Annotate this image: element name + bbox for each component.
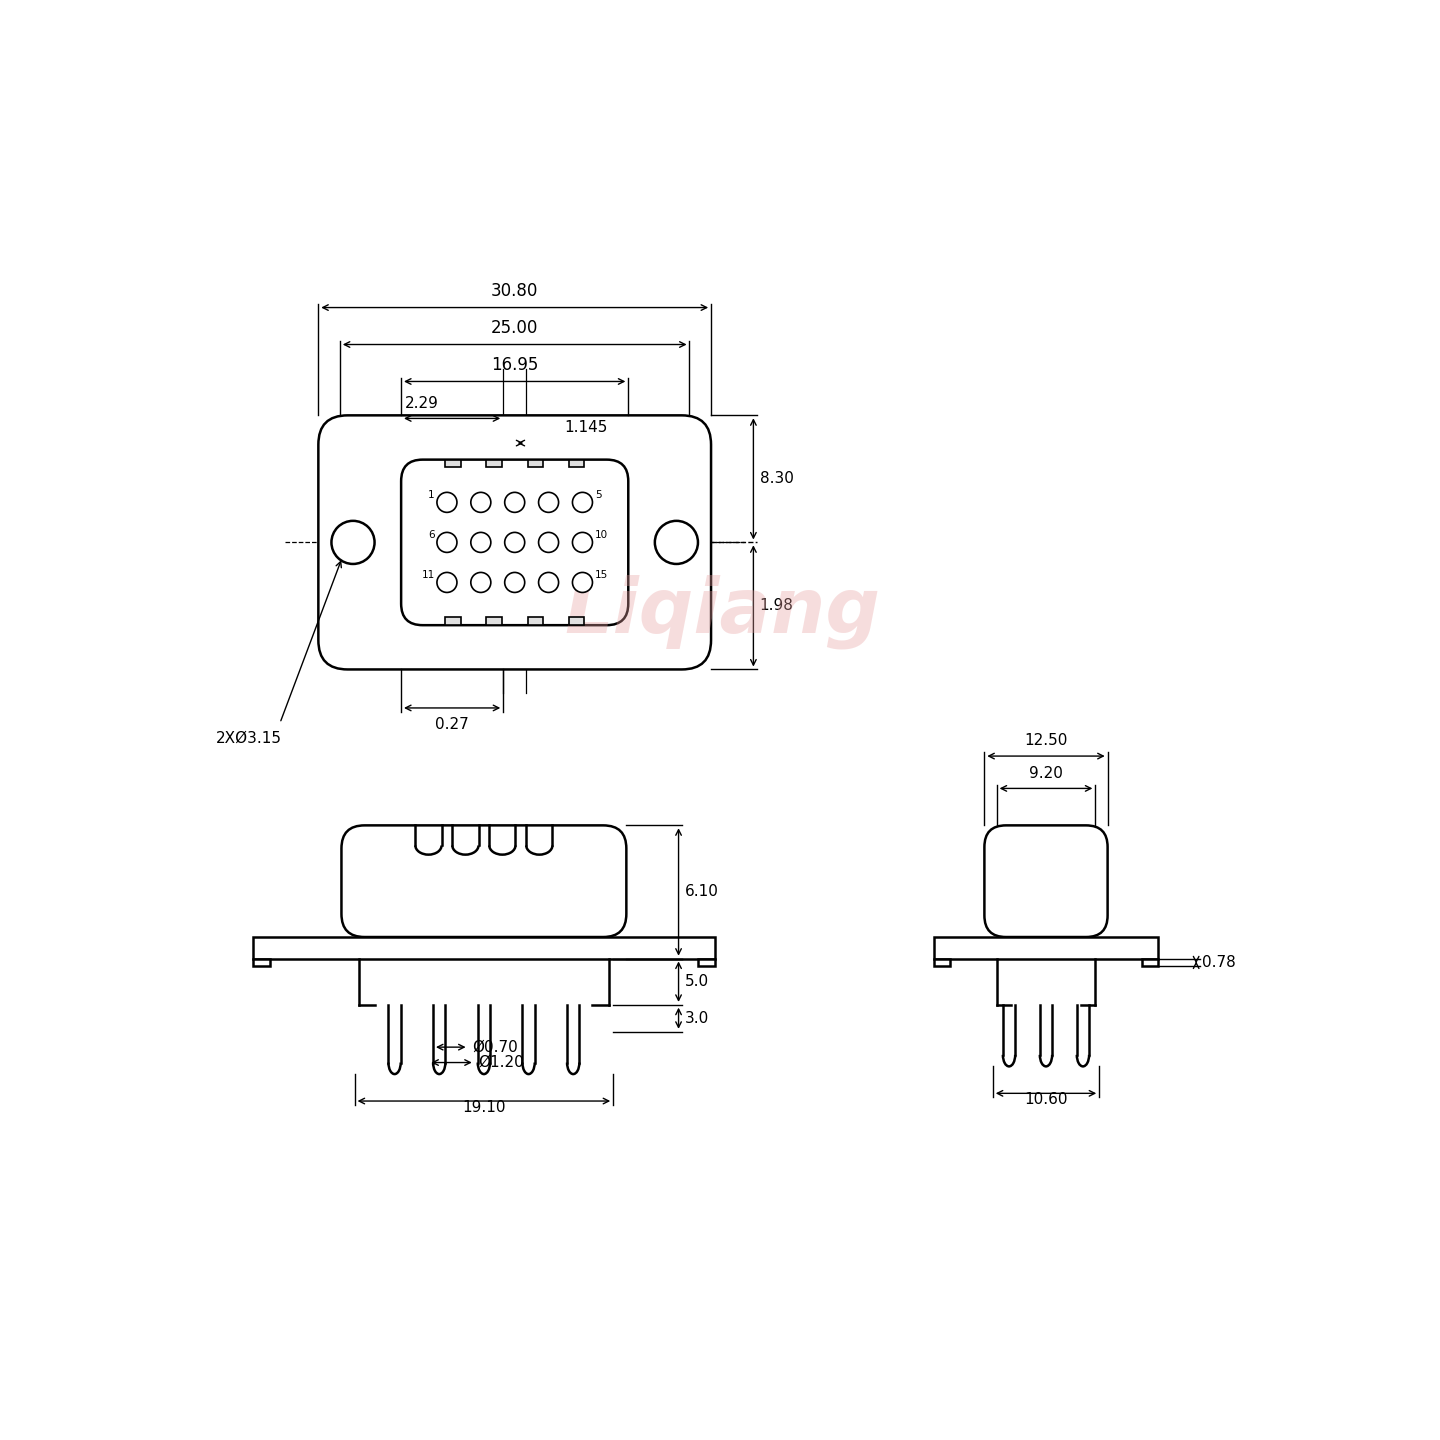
Circle shape	[471, 573, 491, 592]
Text: 9.20: 9.20	[1030, 766, 1063, 780]
Text: Liqiang: Liqiang	[564, 575, 881, 649]
Text: 2.29: 2.29	[405, 396, 439, 410]
Text: 10: 10	[595, 530, 608, 540]
Text: 16.95: 16.95	[491, 356, 539, 374]
Text: 12.50: 12.50	[1024, 733, 1067, 749]
Bar	[569, 459, 585, 468]
Text: 1: 1	[428, 490, 435, 500]
Text: Ø0.70: Ø0.70	[472, 1040, 518, 1054]
Circle shape	[573, 533, 592, 553]
Text: 6.10: 6.10	[684, 884, 719, 900]
Bar	[569, 618, 585, 625]
Text: 11: 11	[422, 570, 435, 580]
Text: 6: 6	[428, 530, 435, 540]
Bar	[445, 459, 461, 468]
Text: 5.0: 5.0	[684, 975, 708, 989]
Circle shape	[539, 573, 559, 592]
Text: 15: 15	[595, 570, 608, 580]
Bar	[253, 937, 714, 959]
FancyBboxPatch shape	[402, 459, 628, 625]
Bar	[1142, 959, 1158, 966]
Bar	[487, 618, 501, 625]
Text: 3.0: 3.0	[684, 1011, 708, 1025]
Text: 10.60: 10.60	[1024, 1092, 1067, 1107]
Bar	[487, 459, 501, 468]
Text: 5: 5	[595, 490, 602, 500]
Circle shape	[436, 533, 456, 553]
Circle shape	[504, 533, 524, 553]
Text: 8.30: 8.30	[759, 471, 793, 487]
Text: 19.10: 19.10	[462, 1100, 505, 1115]
Circle shape	[436, 573, 456, 592]
Text: Ø1.20: Ø1.20	[478, 1056, 524, 1070]
Circle shape	[504, 492, 524, 513]
Circle shape	[471, 492, 491, 513]
Bar	[935, 959, 950, 966]
FancyBboxPatch shape	[341, 825, 626, 937]
Circle shape	[331, 521, 374, 564]
Text: 0.78: 0.78	[1202, 955, 1236, 971]
FancyBboxPatch shape	[318, 415, 711, 670]
Text: 2XØ3.15: 2XØ3.15	[216, 732, 282, 746]
Circle shape	[471, 533, 491, 553]
Text: 30.80: 30.80	[491, 282, 539, 300]
Bar	[445, 618, 461, 625]
Circle shape	[573, 573, 592, 592]
Circle shape	[504, 573, 524, 592]
Text: 1.98: 1.98	[759, 599, 793, 613]
Circle shape	[436, 492, 456, 513]
FancyBboxPatch shape	[985, 825, 1107, 937]
Bar	[528, 459, 543, 468]
Circle shape	[655, 521, 698, 564]
Text: 1.145: 1.145	[564, 420, 608, 435]
Bar	[935, 937, 1158, 959]
Circle shape	[539, 533, 559, 553]
Circle shape	[573, 492, 592, 513]
Circle shape	[539, 492, 559, 513]
Bar	[253, 959, 269, 966]
Bar	[698, 959, 714, 966]
Text: 0.27: 0.27	[435, 717, 469, 732]
Text: 25.00: 25.00	[491, 318, 539, 337]
Bar	[528, 618, 543, 625]
